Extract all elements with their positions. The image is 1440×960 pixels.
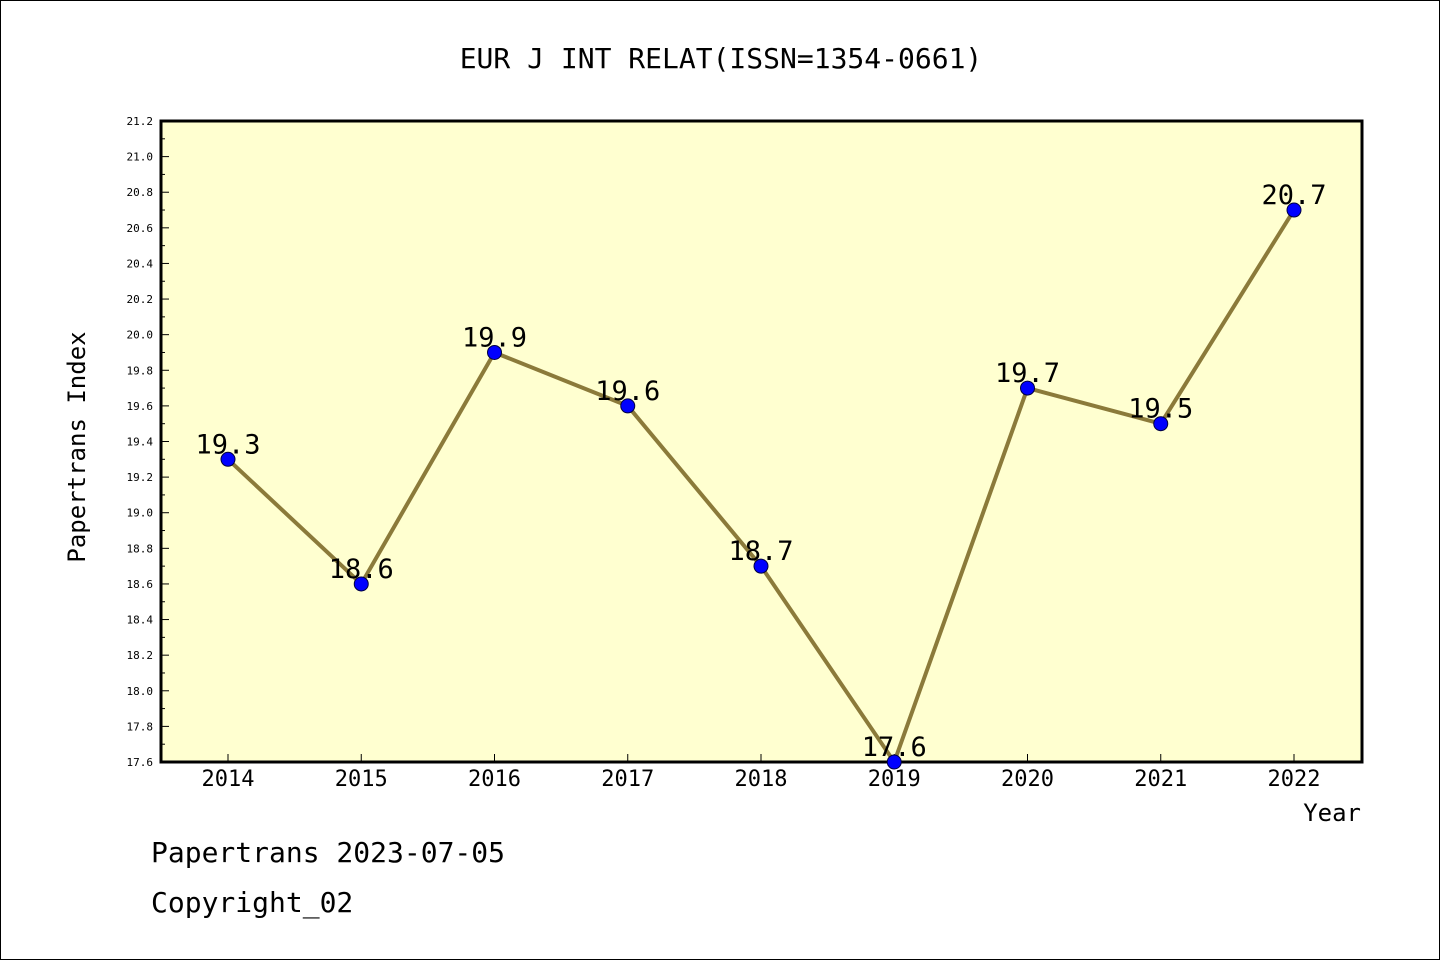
y-tick-label: 19.4: [127, 436, 154, 449]
y-tick-label: 19.0: [127, 507, 154, 520]
y-tick-label: 19.2: [127, 471, 154, 484]
data-point: [1153, 416, 1169, 432]
data-point: [886, 754, 902, 770]
data-label: 19.7: [995, 358, 1060, 389]
plot-area: [159, 119, 1364, 764]
data-label: 18.7: [728, 536, 793, 567]
data-label: 18.6: [329, 554, 394, 585]
y-tick-label: 19.8: [127, 364, 154, 377]
x-tick-label: 2014: [202, 767, 255, 792]
data-label: 19.6: [595, 376, 660, 407]
y-tick-label: 18.4: [127, 614, 154, 627]
y-tick-label: 20.0: [127, 329, 154, 342]
x-tick-label: 2020: [1001, 767, 1054, 792]
x-tick-label: 2015: [335, 767, 388, 792]
data-point: [487, 344, 502, 360]
footer-copyright: Copyright_02: [151, 886, 354, 919]
data-point: [1286, 202, 1302, 218]
y-tick-label: 21.2: [127, 115, 154, 128]
data-point: [353, 576, 369, 592]
y-tick-label: 18.6: [127, 578, 154, 591]
x-axis-label: Year: [1303, 799, 1361, 827]
y-tick-label: 17.8: [127, 720, 154, 733]
x-tick-label: 2016: [468, 767, 521, 792]
data-point: [620, 398, 636, 414]
x-tick-label: 2018: [735, 767, 788, 792]
y-tick-label: 20.4: [127, 257, 154, 270]
chart-title: EUR J INT RELAT(ISSN=1354-0661): [460, 42, 983, 75]
y-tick-label: 20.2: [127, 293, 154, 306]
data-point: [753, 558, 769, 574]
data-point: [220, 451, 236, 467]
data-points: [220, 202, 1302, 770]
data-label: 19.9: [462, 322, 527, 353]
y-tick-label: 21.0: [127, 151, 154, 164]
y-tick-label: 18.0: [127, 685, 154, 698]
x-tick-label: 2021: [1134, 767, 1187, 792]
y-tick-label: 17.6: [127, 756, 154, 769]
data-labels: 19.3 18.6 19.9 19.6 18.7 17.6 19.7 19.5 20.7: [195, 180, 1326, 763]
y-tick-label: 20.8: [127, 186, 154, 199]
y-tick-label: 18.8: [127, 542, 154, 555]
data-point: [1020, 380, 1035, 396]
x-tick-label: 2022: [1268, 767, 1321, 792]
footer-date: Papertrans 2023-07-05: [151, 836, 506, 869]
x-axis: 2014 2015 2016 2017 2018 2019 2020 2021 2022: [202, 754, 1321, 792]
data-label: 20.7: [1261, 180, 1326, 211]
y-tick-label: 20.6: [127, 222, 154, 235]
y-axis-label: Papertrans Index: [63, 331, 91, 562]
y-tick-label: 19.6: [127, 400, 154, 413]
y-axis: 17.6 17.8 18.0 18.2 18.4 18.6 18.8 19.0 19.2 19.4…: [127, 115, 169, 769]
data-label: 17.6: [862, 732, 927, 763]
data-label: 19.5: [1128, 394, 1193, 425]
x-tick-label: 2019: [868, 767, 921, 792]
x-tick-label: 2017: [601, 767, 654, 792]
y-tick-label: 18.2: [127, 649, 154, 662]
data-label: 19.3: [195, 429, 260, 460]
